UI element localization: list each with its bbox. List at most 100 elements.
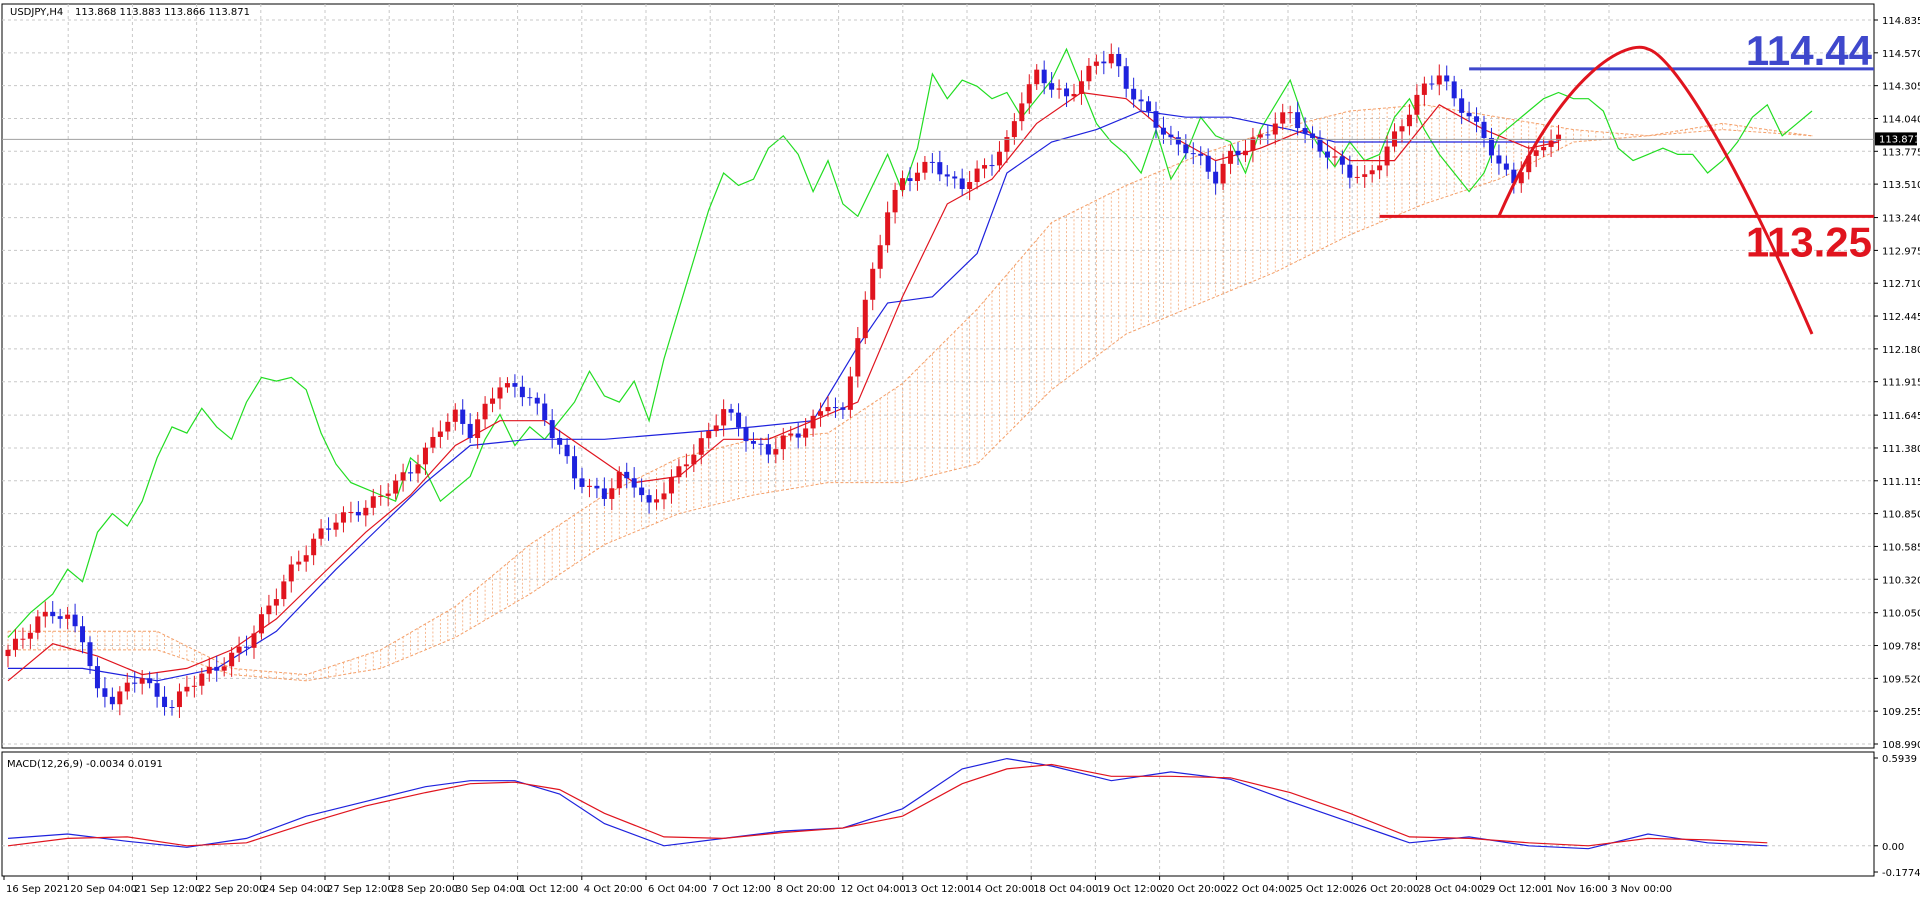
bear-candle <box>534 397 540 404</box>
bear-candle <box>512 383 518 387</box>
bear-candle <box>1101 61 1107 64</box>
bull-candle <box>378 495 384 497</box>
bull-candle <box>281 581 287 600</box>
macd-tick-label: 0.5939 <box>1882 754 1917 765</box>
bear-candle <box>832 407 838 409</box>
bull-candle <box>1220 163 1226 184</box>
price-tick-label: 113.240 <box>1882 214 1920 225</box>
price-tick-label: 111.380 <box>1882 444 1920 455</box>
bull-candle <box>1541 146 1547 151</box>
bear-candle <box>1429 83 1435 85</box>
price-tick-label: 114.040 <box>1882 114 1920 125</box>
grid-layer <box>2 4 1874 876</box>
bull-candle <box>654 499 660 503</box>
bull-candle <box>1257 134 1263 138</box>
bull-candle <box>348 511 354 513</box>
bear-candle <box>989 165 995 167</box>
bear-candle <box>1116 53 1122 67</box>
bull-candle <box>385 493 391 496</box>
bear-candle <box>1310 133 1316 138</box>
bull-candle <box>1369 170 1375 175</box>
bull-candle <box>1354 176 1360 178</box>
bull-candle <box>877 245 883 269</box>
price-tick-label: 109.255 <box>1882 707 1920 718</box>
bear-candle <box>907 178 913 182</box>
bear-candle <box>743 427 749 442</box>
senkou-a-line <box>8 104 1813 676</box>
bull-candle <box>229 652 235 667</box>
bear-candle <box>549 420 555 439</box>
bull-candle <box>333 522 339 530</box>
time-tick-label: 1 Oct 12:00 <box>520 884 579 895</box>
bull-candle <box>803 428 809 438</box>
bull-candle <box>661 493 667 500</box>
bull-candle <box>676 466 682 478</box>
time-tick-label: 12 Oct 04:00 <box>841 884 906 895</box>
bear-candle <box>952 176 958 179</box>
bull-candle <box>713 425 719 432</box>
bull-candle <box>1272 123 1278 135</box>
bear-candle <box>959 178 965 190</box>
bear-candle <box>1503 163 1509 170</box>
bull-candle <box>504 383 510 388</box>
price-tick-label: 109.520 <box>1882 674 1920 685</box>
time-tick-label: 7 Oct 12:00 <box>712 884 771 895</box>
time-tick-label: 29 Oct 12:00 <box>1483 884 1548 895</box>
bull-candle <box>1019 103 1025 122</box>
bull-candle <box>922 161 928 173</box>
bear-candle <box>1064 88 1070 97</box>
bear-candle <box>72 614 78 627</box>
bull-candle <box>810 415 816 429</box>
bear-candle <box>1175 137 1181 145</box>
price-tick-label: 110.320 <box>1882 575 1920 586</box>
bull-candle <box>445 421 451 432</box>
bull-candle <box>1533 150 1539 156</box>
price-tick-label: 110.585 <box>1882 542 1920 553</box>
bull-candle <box>1280 112 1286 124</box>
bear-candle <box>94 666 100 689</box>
bear-candle <box>840 407 846 410</box>
bull-candle <box>892 189 898 213</box>
bull-candle <box>780 435 786 450</box>
price-tick-label: 111.915 <box>1882 378 1920 389</box>
bull-candle <box>206 666 212 674</box>
bear-candle <box>1138 99 1144 102</box>
bear-candle <box>147 678 153 684</box>
price-tick-label: 112.445 <box>1882 312 1920 323</box>
bear-candle <box>1198 153 1204 156</box>
bear-candle <box>1265 134 1271 136</box>
bull-candle <box>311 538 317 556</box>
bull-candle <box>430 436 436 448</box>
bull-candle <box>393 480 399 494</box>
time-tick-label: 20 Oct 20:00 <box>1162 884 1227 895</box>
bull-candle <box>870 268 876 300</box>
bull-candle <box>363 507 369 516</box>
time-tick-label: 22 Oct 04:00 <box>1226 884 1291 895</box>
annotations: 113.871 114.44 113.25 <box>2 27 1920 335</box>
bull-candle <box>1526 155 1532 173</box>
bear-candle <box>1205 155 1211 172</box>
time-tick-label: 20 Sep 04:00 <box>70 884 137 895</box>
bull-candle <box>251 633 257 648</box>
bull-candle <box>706 431 712 439</box>
bear-candle <box>795 433 801 438</box>
bull-candle <box>27 632 33 639</box>
bear-candle <box>639 487 645 496</box>
bull-candle <box>721 409 727 426</box>
macd-panel-frame <box>1 751 1875 877</box>
bear-candle <box>572 456 578 479</box>
bear-candle <box>594 485 600 489</box>
bull-candle <box>176 691 182 708</box>
support-label: 113.25 <box>1746 218 1872 265</box>
bull-candle <box>818 411 824 416</box>
bull-candle <box>482 403 488 420</box>
time-tick-label: 25 Oct 12:00 <box>1290 884 1355 895</box>
bear-candle <box>601 488 607 499</box>
bear-candle <box>57 616 63 619</box>
bull-candle <box>296 561 302 565</box>
price-tick-label: 113.775 <box>1882 147 1920 158</box>
bear-candle <box>1496 155 1502 164</box>
time-tick-label: 30 Sep 04:00 <box>455 884 522 895</box>
bear-candle <box>1049 83 1055 90</box>
